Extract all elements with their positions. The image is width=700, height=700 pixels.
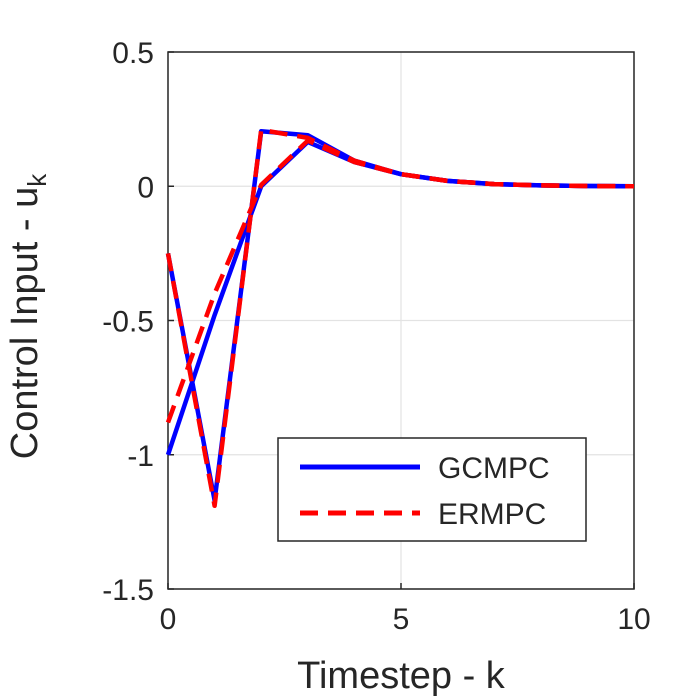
x-tick-label: 0: [160, 603, 177, 636]
y-tick-label: 0: [137, 171, 154, 204]
legend-label-gcmpc: GCMPC: [438, 452, 550, 485]
series-lines: [165, 127, 635, 509]
y-tick-label: 0.5: [112, 37, 154, 70]
y-axis-label: Control Input - uk: [4, 173, 52, 459]
y-axis-label-subscript: k: [22, 173, 52, 187]
y-axis-label-main: Control Input - u: [4, 187, 46, 459]
x-tick-label: 10: [617, 603, 650, 636]
axis-ticks: 0 5 10 -1.5 -1 -0.5 0 0.5: [102, 37, 650, 636]
x-tick-label: 5: [393, 603, 410, 636]
legend-box: [277, 437, 587, 542]
y-tick-label: -1: [127, 440, 154, 473]
y-tick-label: -0.5: [102, 306, 154, 339]
x-axis-label: Timestep - k: [297, 655, 506, 697]
legend-label-ermpc: ERMPC: [438, 498, 546, 531]
series-line-ermpc-2: [165, 127, 635, 509]
legend: GCMPC ERMPC: [277, 437, 587, 542]
y-tick-label: -1.5: [102, 574, 154, 607]
